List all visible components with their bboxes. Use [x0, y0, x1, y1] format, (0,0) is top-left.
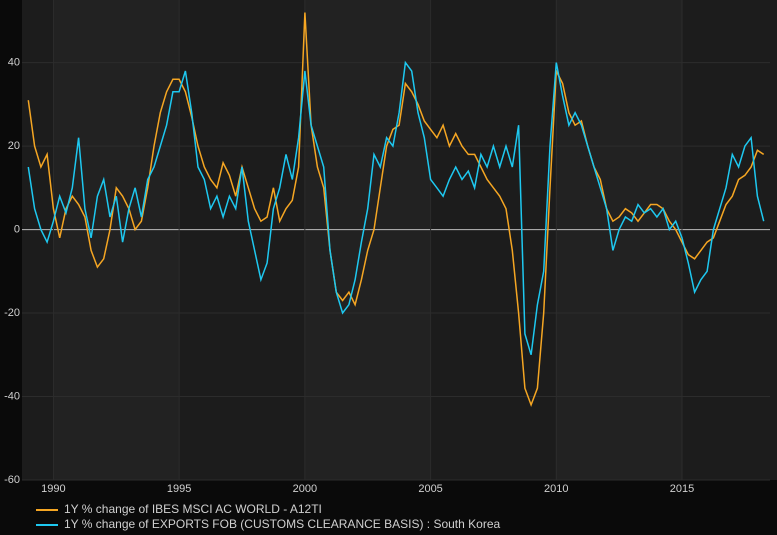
- x-tick-label: 1990: [41, 483, 65, 495]
- band: [556, 0, 682, 480]
- series-line: [27, 60, 765, 356]
- x-tick-label: 2000: [293, 483, 317, 495]
- legend-label: 1Y % change of IBES MSCI AC WORLD - A12T…: [64, 502, 322, 516]
- y-tick-label: -60: [4, 474, 20, 486]
- band: [53, 0, 180, 480]
- legend-label: 1Y % change of EXPORTS FOB (CUSTOMS CLEA…: [64, 517, 500, 531]
- y-tick-label: -40: [4, 390, 20, 402]
- y-tick-label: 40: [8, 57, 20, 69]
- x-tick-label: 1995: [167, 483, 191, 495]
- y-tick-label: 20: [8, 140, 20, 152]
- x-tick-label: 2005: [418, 483, 442, 495]
- y-tick-label: 0: [14, 223, 20, 235]
- x-tick-label: 2010: [544, 483, 568, 495]
- band: [304, 0, 431, 480]
- legend: 1Y % change of IBES MSCI AC WORLD - A12T…: [36, 502, 500, 531]
- y-tick-label: -20: [4, 307, 20, 319]
- x-tick-label: 2015: [670, 483, 694, 495]
